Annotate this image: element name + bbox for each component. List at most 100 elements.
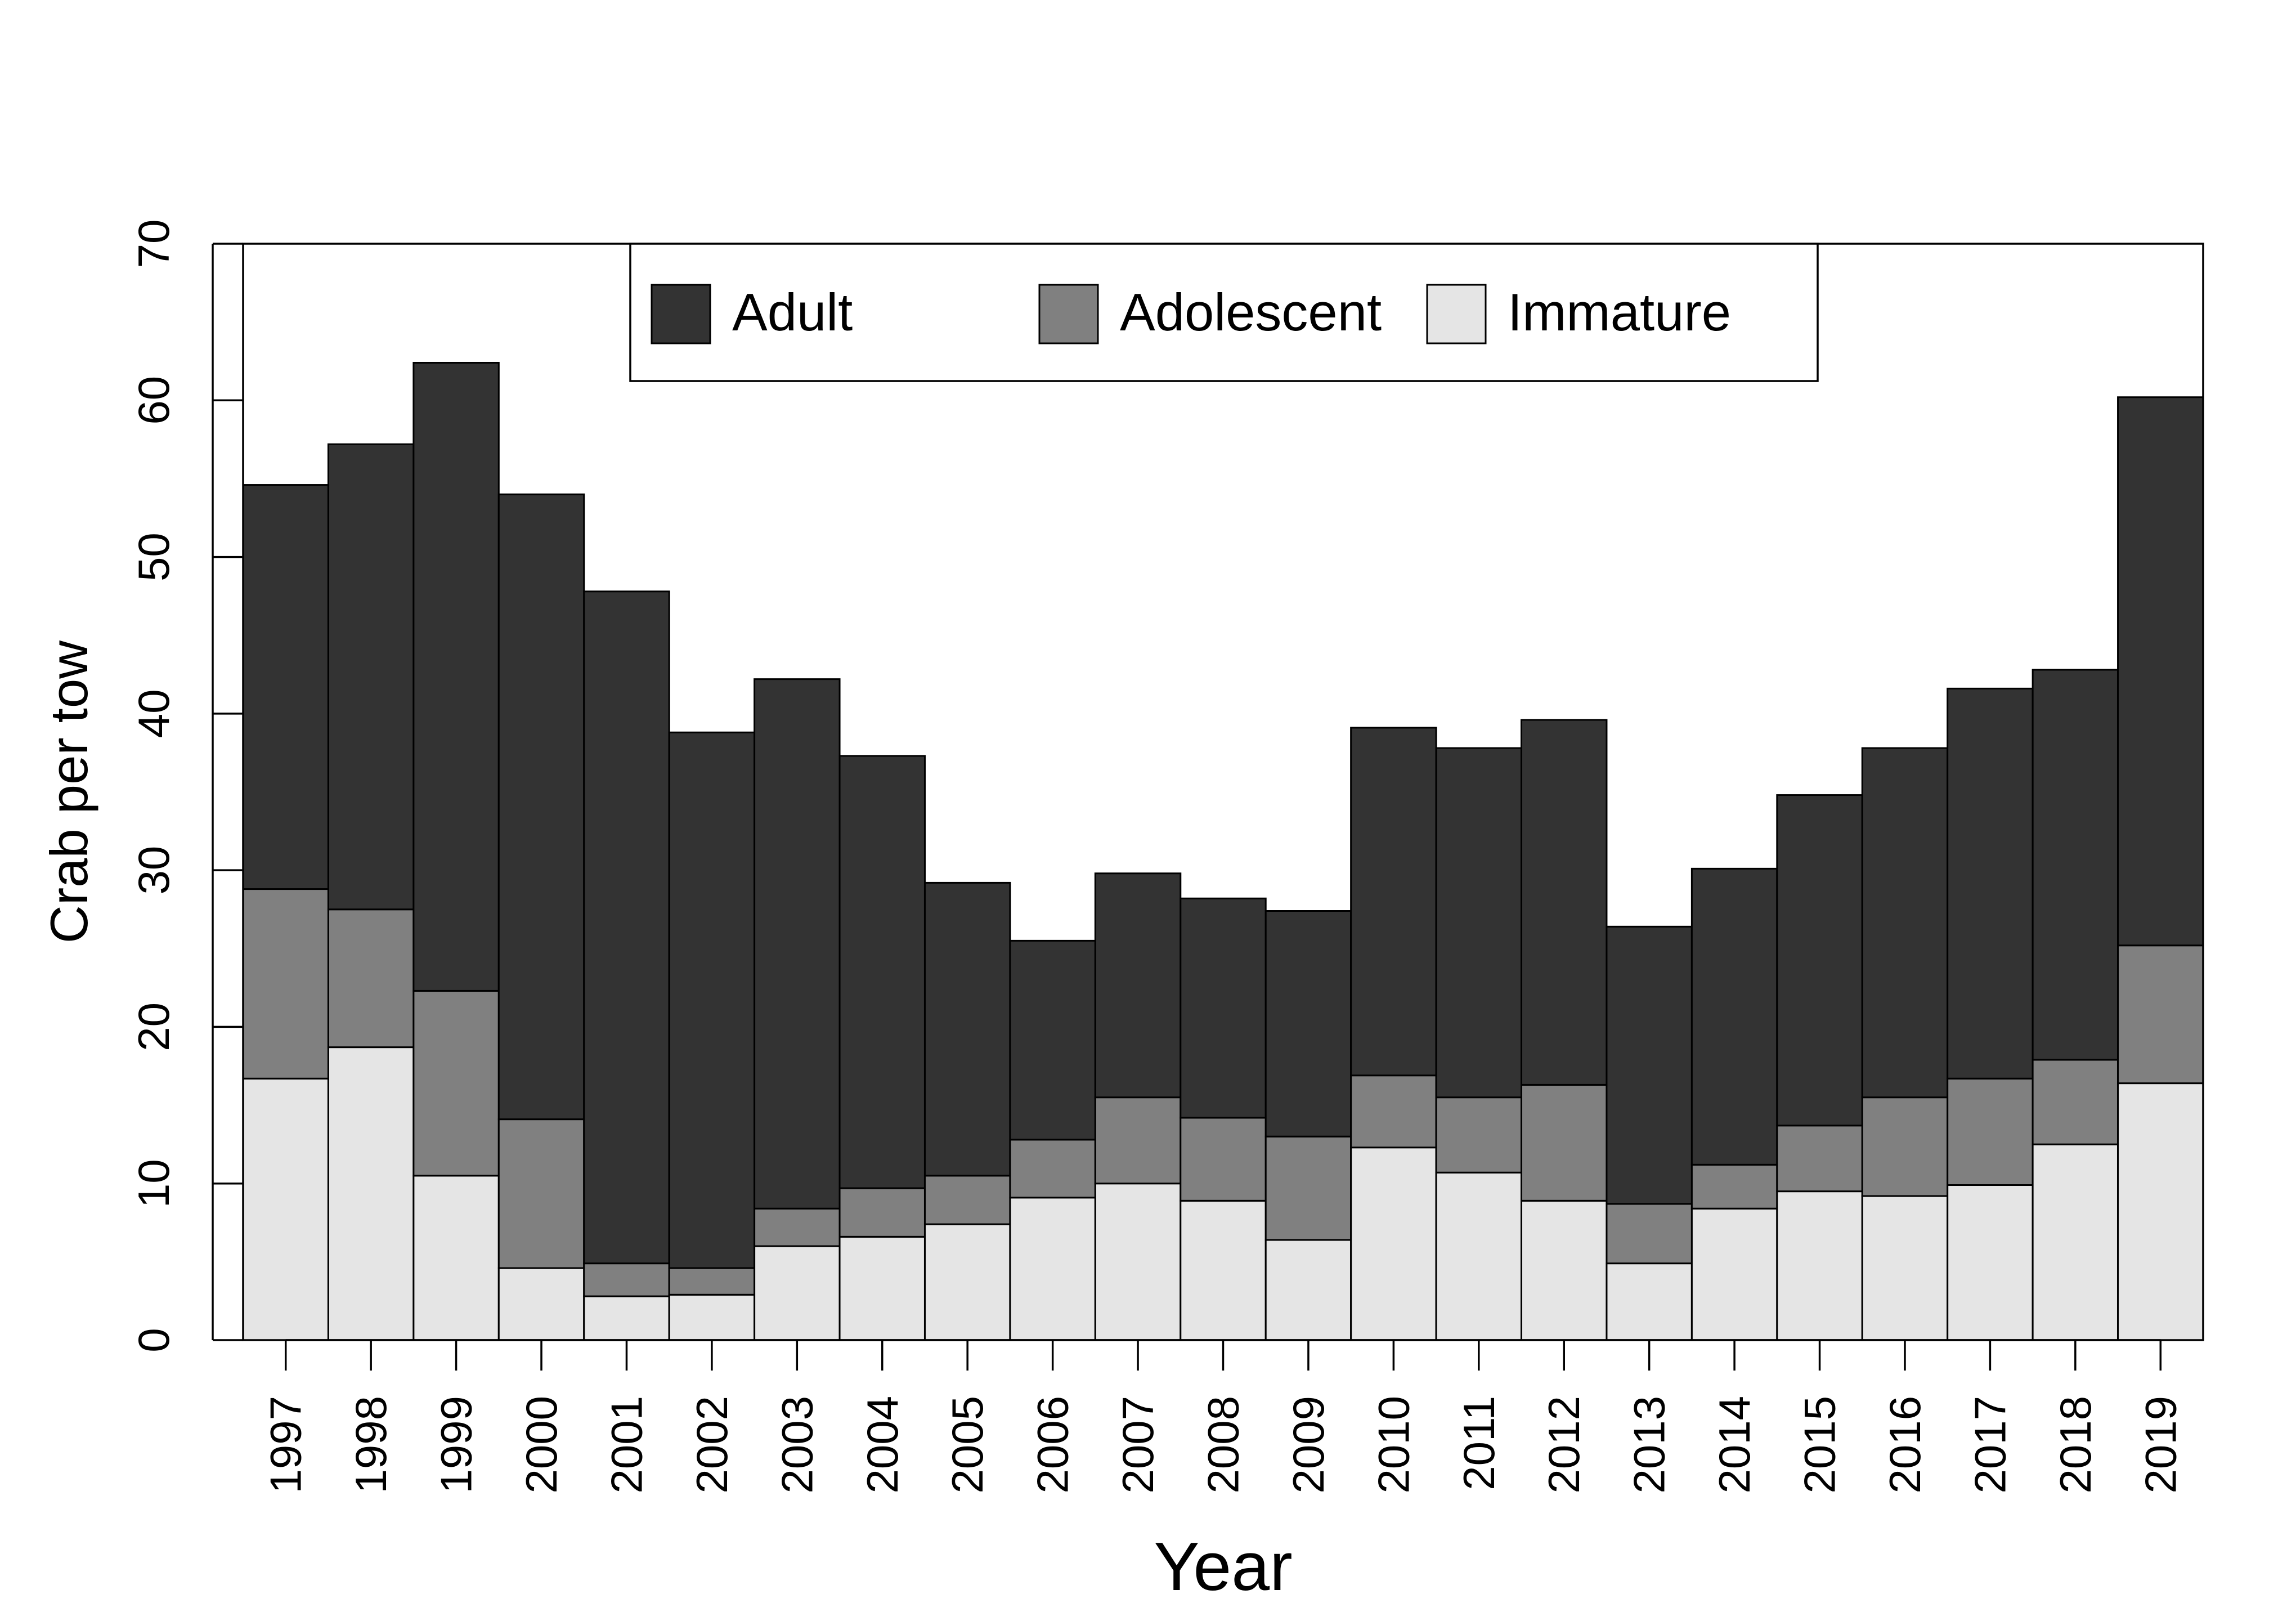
- bar-segment-adult-2014: [1690, 867, 1778, 1166]
- bar-segment-adolescent-2016: [1861, 1096, 1949, 1197]
- y-tick-label: 70: [129, 220, 178, 268]
- x-tick-label-2011: 2011: [1454, 1396, 1504, 1490]
- x-tick-label-2009: 2009: [1284, 1396, 1333, 1494]
- y-tick-label: 50: [129, 532, 178, 581]
- bar-segment-immature-2019: [2117, 1082, 2204, 1341]
- bar-segment-immature-2006: [1009, 1197, 1096, 1341]
- x-tick-label-2005: 2005: [943, 1396, 992, 1494]
- bar-segment-adolescent-2019: [2117, 944, 2204, 1085]
- bar-segment-immature-1998: [327, 1046, 415, 1341]
- bar-segment-adult-2002: [668, 731, 756, 1269]
- bar-segment-adult-2011: [1435, 747, 1523, 1099]
- bar-segment-adolescent-2018: [2032, 1059, 2119, 1145]
- bar-segment-adolescent-2000: [497, 1118, 585, 1269]
- x-tick-label-2003: 2003: [772, 1396, 822, 1494]
- bar-segment-immature-2015: [1776, 1190, 1863, 1341]
- bar-segment-adult-2016: [1861, 747, 1949, 1099]
- bar-segment-immature-2003: [754, 1245, 841, 1341]
- x-tick-label-2012: 2012: [1539, 1396, 1589, 1494]
- x-tick-label-2019: 2019: [2136, 1396, 2185, 1494]
- x-tick-label-2014: 2014: [1710, 1396, 1759, 1494]
- bar-segment-immature-2017: [1947, 1184, 2034, 1341]
- bar-segment-adult-2007: [1094, 872, 1182, 1099]
- bar-segment-adult-1998: [327, 443, 415, 911]
- bar-segment-adolescent-2008: [1180, 1117, 1267, 1202]
- bar-segment-immature-2016: [1861, 1195, 1949, 1341]
- bar-segment-adolescent-1998: [327, 908, 415, 1049]
- bar-segment-immature-2007: [1094, 1183, 1182, 1341]
- bar-segment-adult-1999: [412, 361, 500, 992]
- bar-segment-adult-2009: [1264, 910, 1352, 1138]
- x-axis: 1997 1998 1999 2000 2001 2002 2003 2004 2005 2006…: [261, 1339, 2185, 1494]
- bar-segment-adult-2019: [2117, 396, 2204, 947]
- x-tick-label-2013: 2013: [1625, 1396, 1674, 1494]
- x-tick-label-2008: 2008: [1199, 1396, 1248, 1494]
- x-tick-label-2001: 2001: [602, 1396, 651, 1494]
- bar-segment-adolescent-2012: [1521, 1083, 1608, 1202]
- bar-segment-immature-2002: [668, 1293, 756, 1341]
- legend-label-immature: Immature: [1508, 283, 1731, 342]
- bars-layer: [242, 361, 2204, 1341]
- x-tick-label-2018: 2018: [2051, 1396, 2100, 1494]
- bar-segment-adolescent-2004: [838, 1187, 926, 1238]
- x-tick-label-1997: 1997: [261, 1396, 311, 1494]
- bar-segment-adolescent-2009: [1264, 1135, 1352, 1241]
- legend: Adult Adolescent Immature: [629, 243, 1819, 382]
- bar-segment-immature-2004: [838, 1235, 926, 1341]
- x-axis-title: Year: [1154, 1528, 1293, 1605]
- bar-segment-adult-2001: [583, 590, 670, 1265]
- x-tick-label-1999: 1999: [432, 1396, 481, 1494]
- bar-segment-immature-2018: [2032, 1143, 2119, 1341]
- bar-segment-immature-2011: [1435, 1171, 1523, 1341]
- bar-segment-adolescent-2011: [1435, 1096, 1523, 1174]
- bar-segment-adult-2004: [838, 755, 926, 1189]
- bar-segment-adult-1997: [242, 484, 329, 890]
- bar-segment-adolescent-2010: [1350, 1074, 1437, 1149]
- bar-segment-immature-2009: [1264, 1239, 1352, 1341]
- bar-segment-immature-2008: [1180, 1199, 1267, 1341]
- x-tick-label-2000: 2000: [517, 1396, 566, 1494]
- y-tick-label: 0: [129, 1328, 178, 1352]
- bar-segment-adolescent-2003: [754, 1207, 841, 1247]
- legend-box: [629, 243, 1819, 382]
- bar-segment-adolescent-2013: [1606, 1203, 1693, 1265]
- bar-segment-adolescent-2006: [1009, 1139, 1096, 1199]
- x-tick-label-2016: 2016: [1880, 1396, 1930, 1494]
- bar-segment-immature-2001: [583, 1295, 670, 1341]
- bar-segment-immature-2010: [1350, 1147, 1437, 1341]
- x-tick-label-2017: 2017: [1965, 1396, 2015, 1494]
- bar-segment-adolescent-2005: [923, 1175, 1011, 1225]
- bar-segment-adult-2003: [754, 678, 841, 1210]
- bar-segment-adult-2010: [1350, 727, 1437, 1077]
- x-tick-label-2002: 2002: [687, 1396, 737, 1494]
- bar-segment-adult-2005: [923, 881, 1011, 1177]
- bar-segment-immature-2013: [1606, 1262, 1693, 1341]
- y-axis-title: Crab per tow: [39, 640, 98, 943]
- y-tick-label: 10: [129, 1159, 178, 1208]
- bar-segment-adolescent-2007: [1094, 1096, 1182, 1185]
- y-axis: 0 10 20 30 40 50 60 70: [129, 220, 243, 1353]
- x-tick-label-2015: 2015: [1795, 1396, 1845, 1494]
- bar-segment-immature-2005: [923, 1223, 1011, 1341]
- bar-segment-adolescent-2015: [1776, 1125, 1863, 1193]
- y-tick-label: 40: [129, 689, 178, 738]
- bar-segment-adult-2017: [1947, 687, 2034, 1080]
- bar-segment-adult-2006: [1009, 939, 1096, 1141]
- bar-segment-immature-2000: [497, 1267, 585, 1341]
- legend-swatch-immature: [1426, 284, 1487, 344]
- bar-segment-adolescent-1999: [412, 989, 500, 1177]
- y-tick-label: 30: [129, 846, 178, 895]
- bar-segment-adolescent-2014: [1690, 1163, 1778, 1210]
- bar-segment-immature-1997: [242, 1077, 329, 1341]
- y-tick-label: 20: [129, 1002, 178, 1051]
- legend-swatch-adolescent: [1038, 284, 1099, 344]
- bar-segment-immature-2012: [1521, 1199, 1608, 1341]
- bar-segment-adolescent-2002: [668, 1267, 756, 1296]
- bar-segment-immature-1999: [412, 1175, 500, 1341]
- x-tick-label-2010: 2010: [1369, 1396, 1418, 1494]
- bar-segment-adolescent-1997: [242, 888, 329, 1080]
- x-tick-label-2006: 2006: [1028, 1396, 1078, 1494]
- legend-swatch-adult: [651, 284, 711, 344]
- legend-label-adult: Adult: [732, 283, 853, 342]
